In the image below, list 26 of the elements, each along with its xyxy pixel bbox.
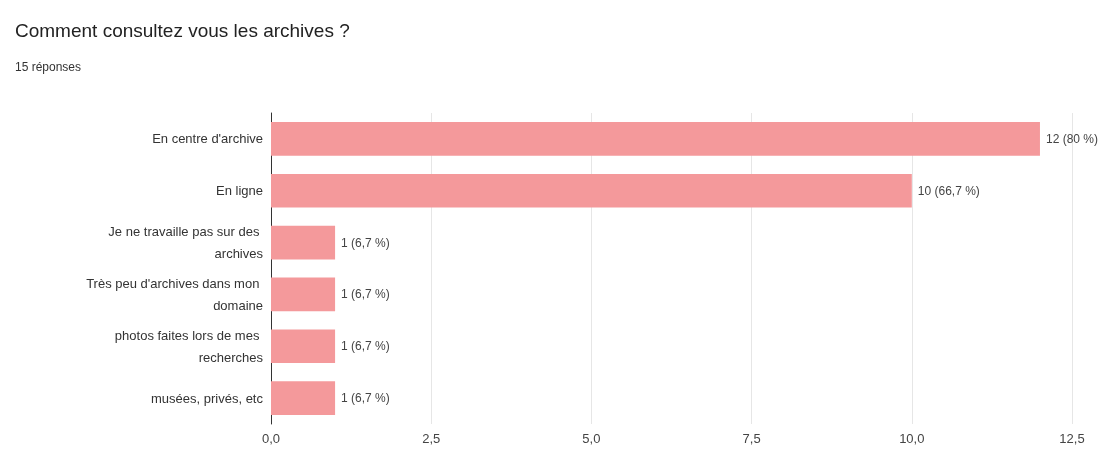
data-label: 1 (6,7 %) [341,235,390,250]
y-tick-label: En centre d'archive [152,131,263,147]
data-label: 1 (6,7 %) [341,391,390,406]
y-tick-label: photos faites lors de mes recherches [114,327,264,365]
bar [271,329,336,364]
y-tick-label: Je ne travaille pas sur des archives [108,224,264,262]
bar [271,277,336,312]
bar [271,122,1040,156]
text: 15 réponses [15,60,82,74]
data-label: 1 (6,7 %) [341,287,390,302]
chart-title: Comment consultez vous les archives ? [15,20,350,41]
x-tick-label: 2,5 [422,431,441,446]
x-tick-label: 7,5 [742,431,761,446]
x-tick-label: 5,0 [582,431,601,446]
y-tick-label: musées, privés, etc [151,390,264,406]
data-label: 12 (80 %) [1045,131,1098,146]
y-tick-label: En ligne [216,183,263,199]
x-tick-label: 12,5 [1059,431,1085,446]
bar [271,173,912,208]
bar [271,225,336,260]
data-label: 1 (6,7 %) [341,339,390,354]
x-tick-label: 0,0 [261,431,281,446]
y-tick-label: Très peu d'archives dans mon domaine [86,275,263,313]
data-label: 10 (66,7 %) [917,183,980,198]
x-tick-label: 10,0 [899,431,925,446]
bar [271,381,336,415]
